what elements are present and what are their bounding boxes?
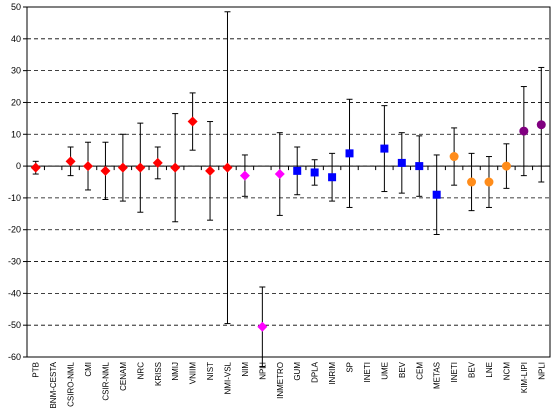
data-point-square: [293, 166, 302, 175]
data-point-diamond: [274, 169, 285, 180]
y-tick-label: 10: [11, 129, 21, 139]
x-tick-label: NPLI: [258, 362, 267, 380]
data-point-diamond: [239, 170, 250, 181]
data-points: [30, 11, 546, 368]
data-point-diamond: [117, 162, 128, 173]
y-tick-label: -20: [8, 225, 21, 235]
data-point-circle: [484, 177, 494, 187]
x-tick-label: NIST: [206, 362, 215, 380]
x-tick-label: NMIJ: [171, 362, 180, 381]
y-tick-label: -10: [8, 193, 21, 203]
x-tick-label: NRC: [136, 362, 145, 380]
y-tick-label: -40: [8, 288, 21, 298]
data-point-diamond: [135, 162, 146, 173]
data-point-diamond: [170, 162, 181, 173]
data-point-diamond: [257, 321, 268, 332]
x-tick-label: NCM: [502, 362, 511, 381]
data-point-circle: [536, 120, 546, 130]
x-tick-label: SP: [346, 362, 355, 373]
y-tick-label: 50: [11, 2, 21, 12]
data-point-square: [397, 158, 406, 167]
data-point-circle: [449, 152, 459, 162]
x-tick-label: CMI: [84, 362, 93, 377]
x-tick-label: KIM-LIPI: [520, 362, 529, 393]
data-point-square: [310, 168, 319, 177]
x-tick-label: BEV: [468, 361, 477, 378]
x-tick-label: BEV: [398, 361, 407, 378]
x-tick-label: INMETRO: [276, 362, 285, 399]
data-point-square: [345, 149, 354, 158]
data-point-diamond: [222, 162, 233, 173]
data-point-diamond: [83, 161, 94, 172]
data-point-square: [415, 162, 424, 171]
x-tick-label: NIM: [241, 362, 250, 377]
y-tick-label: -30: [8, 257, 21, 267]
x-tick-label: CEM: [415, 362, 424, 380]
data-point-circle: [501, 161, 511, 171]
data-point-circle: [467, 177, 477, 187]
y-tick-label: -60: [8, 352, 21, 362]
y-axis: -60 -50 -40 -30 -20 -10 0 10 20 30 40 50: [8, 2, 27, 362]
data-point-diamond: [30, 162, 41, 173]
data-point-diamond: [205, 165, 216, 176]
y-tick-label: 0: [16, 161, 21, 171]
x-tick-label: DPLA: [311, 361, 320, 383]
plot-area: [26, 6, 551, 358]
x-tick-label: INETI: [363, 362, 372, 382]
data-point-diamond: [100, 165, 111, 176]
x-tick-label: BNM-CESTA: [49, 361, 58, 408]
data-point-square: [328, 173, 337, 182]
x-tick-label: METAS: [433, 362, 442, 389]
x-tick-label: LNE: [485, 362, 494, 378]
data-point-circle: [519, 126, 529, 136]
x-tick-label: GUM: [293, 362, 302, 381]
x-tick-label: CSIR-NML: [101, 361, 110, 400]
x-tick-label: PTB: [32, 362, 41, 378]
data-point-square: [432, 190, 441, 199]
x-tick-label: NMI-VSL: [223, 361, 232, 394]
data-point-square: [380, 144, 389, 153]
y-tick-label: 30: [11, 66, 21, 76]
x-tick-label: VNIIM: [189, 362, 198, 385]
x-tick-label: UME: [380, 362, 389, 380]
data-point-diamond: [187, 116, 198, 127]
y-tick-label: 40: [11, 34, 21, 44]
y-tick-label: 20: [11, 97, 21, 107]
data-point-diamond: [65, 156, 76, 167]
x-tick-label: CENAM: [119, 362, 128, 391]
x-tick-label: CSIRO-NML: [67, 361, 76, 406]
x-axis: PTB BNM-CESTA CSIRO-NML CMI CSIR-NML CENAM NRC…: [26, 165, 551, 409]
y-tick-label: -50: [8, 320, 21, 330]
x-tick-label: KRISS: [154, 362, 163, 386]
data-point-diamond: [152, 157, 163, 168]
x-tick-label: INETI: [450, 362, 459, 382]
x-tick-label: NPLI: [537, 362, 546, 380]
x-tick-label: INRIM: [328, 362, 337, 385]
